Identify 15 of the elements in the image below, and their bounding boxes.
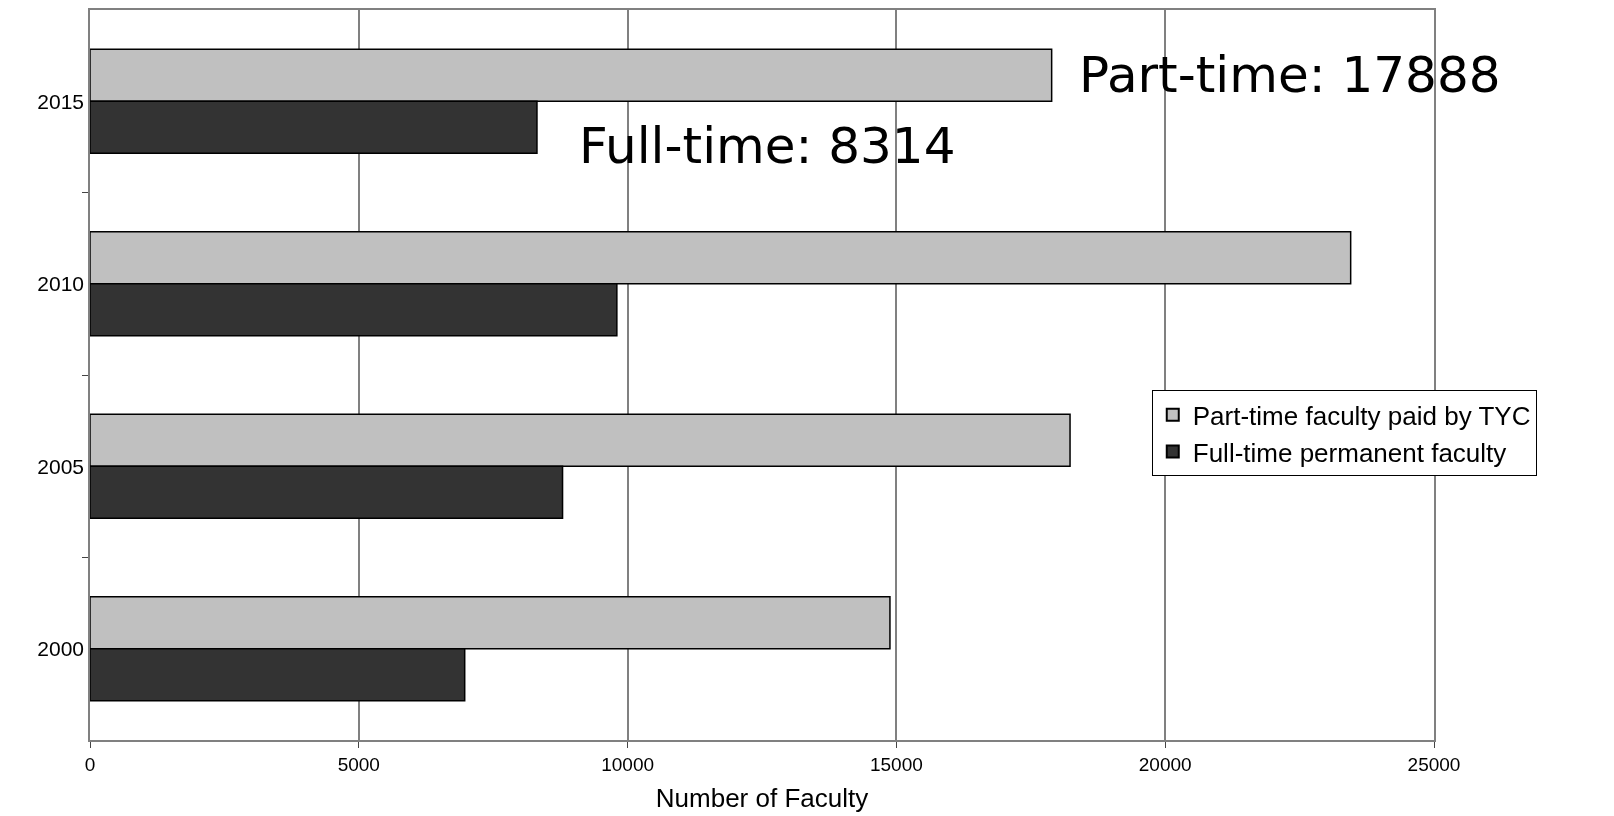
x-tick-label: 15000 <box>869 753 923 775</box>
x-tick-label: 25000 <box>1407 753 1461 775</box>
x-tick-label: 20000 <box>1138 753 1192 775</box>
y-tick-label: 2015 <box>37 89 85 113</box>
annotation: Full-time: 8314 <box>579 117 956 175</box>
y-tick-label: 2005 <box>37 454 85 478</box>
x-tick-label: 5000 <box>337 753 380 775</box>
legend-label: Full-time permanent faculty <box>1192 437 1507 468</box>
x-axis-title: Number of Faculty <box>655 782 869 813</box>
y-tick-label: 2010 <box>37 272 85 296</box>
x-tick-label: 0 <box>84 753 96 775</box>
x-tick-label: 10000 <box>601 753 655 775</box>
y-tick-label: 2000 <box>37 637 85 661</box>
legend-label: Part-time faculty paid by TYC <box>1192 400 1531 431</box>
annotation: Part-time: 17888 <box>1079 46 1501 104</box>
